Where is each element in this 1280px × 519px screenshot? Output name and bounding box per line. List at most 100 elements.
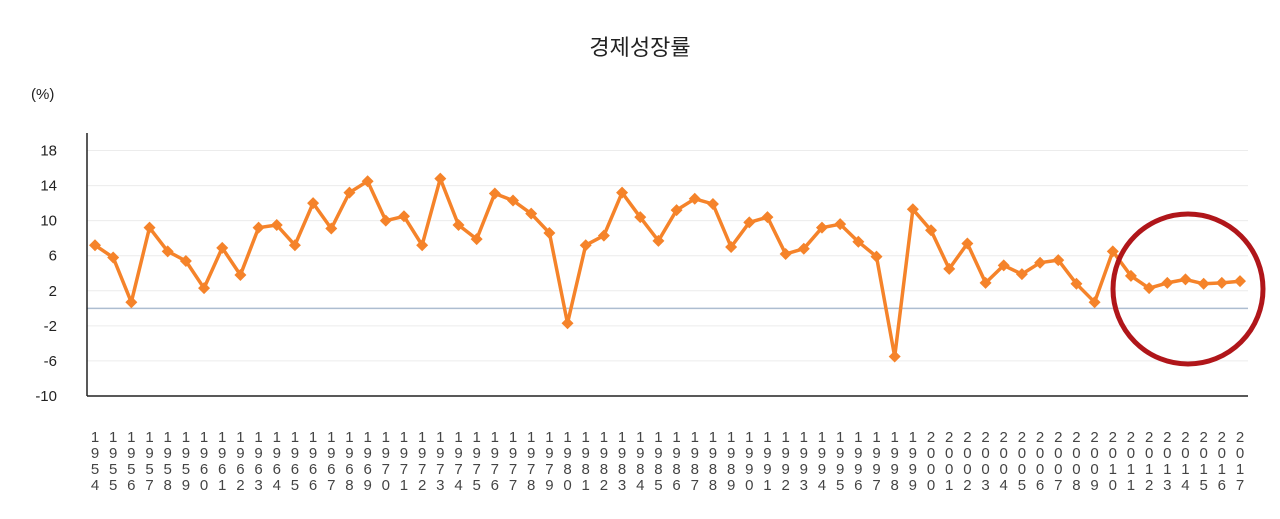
data-point bbox=[779, 247, 792, 260]
data-point bbox=[852, 235, 865, 248]
data-point bbox=[616, 186, 629, 199]
data-point bbox=[1106, 245, 1119, 258]
data-point bbox=[706, 198, 719, 211]
data-point bbox=[198, 282, 211, 295]
data-point bbox=[325, 222, 338, 235]
data-point bbox=[1215, 276, 1228, 289]
data-point bbox=[815, 221, 828, 234]
data-point bbox=[270, 219, 283, 232]
data-point bbox=[870, 250, 883, 263]
data-point bbox=[416, 239, 429, 252]
data-point bbox=[397, 210, 410, 223]
y-tick-label: -6 bbox=[44, 353, 57, 370]
y-tick-label: 2 bbox=[49, 283, 57, 300]
chart-title: 경제성장률 bbox=[589, 36, 691, 61]
data-point bbox=[1179, 273, 1192, 286]
data-point bbox=[89, 239, 101, 252]
y-tick-label: 6 bbox=[49, 248, 57, 265]
data-point bbox=[1234, 275, 1246, 288]
y-unit-label: (%) bbox=[31, 86, 55, 103]
data-point bbox=[288, 239, 301, 252]
data-point bbox=[979, 276, 992, 289]
data-point bbox=[252, 221, 265, 234]
data-point bbox=[688, 192, 701, 205]
series-line bbox=[94, 176, 1241, 359]
data-point bbox=[507, 194, 520, 207]
data-point bbox=[379, 214, 392, 227]
data-point bbox=[797, 242, 810, 255]
highlight-annotation bbox=[1110, 211, 1266, 367]
data-point bbox=[561, 317, 574, 330]
y-tick-label: -10 bbox=[35, 388, 57, 405]
data-point bbox=[1124, 269, 1137, 282]
y-tick-labels: 18 14 10 6 2 -2 -6 -10 bbox=[35, 143, 57, 405]
data-point bbox=[1197, 277, 1210, 290]
data-point bbox=[1143, 282, 1156, 295]
y-tick-label: 18 bbox=[40, 143, 57, 160]
data-point bbox=[179, 254, 192, 267]
data-point bbox=[834, 218, 847, 231]
growth-rate-line bbox=[94, 176, 1241, 359]
y-tick-label: 10 bbox=[40, 213, 57, 230]
data-point bbox=[143, 221, 156, 234]
data-point bbox=[761, 211, 774, 224]
data-point bbox=[1088, 296, 1101, 309]
gridlines bbox=[87, 150, 1248, 362]
data-point bbox=[743, 216, 756, 229]
data-point bbox=[343, 186, 356, 199]
data-point bbox=[1034, 256, 1047, 269]
data-point bbox=[1052, 254, 1065, 267]
data-point bbox=[525, 207, 538, 220]
data-point bbox=[125, 296, 138, 309]
data-point bbox=[925, 224, 938, 237]
y-tick-label: 14 bbox=[40, 178, 57, 195]
